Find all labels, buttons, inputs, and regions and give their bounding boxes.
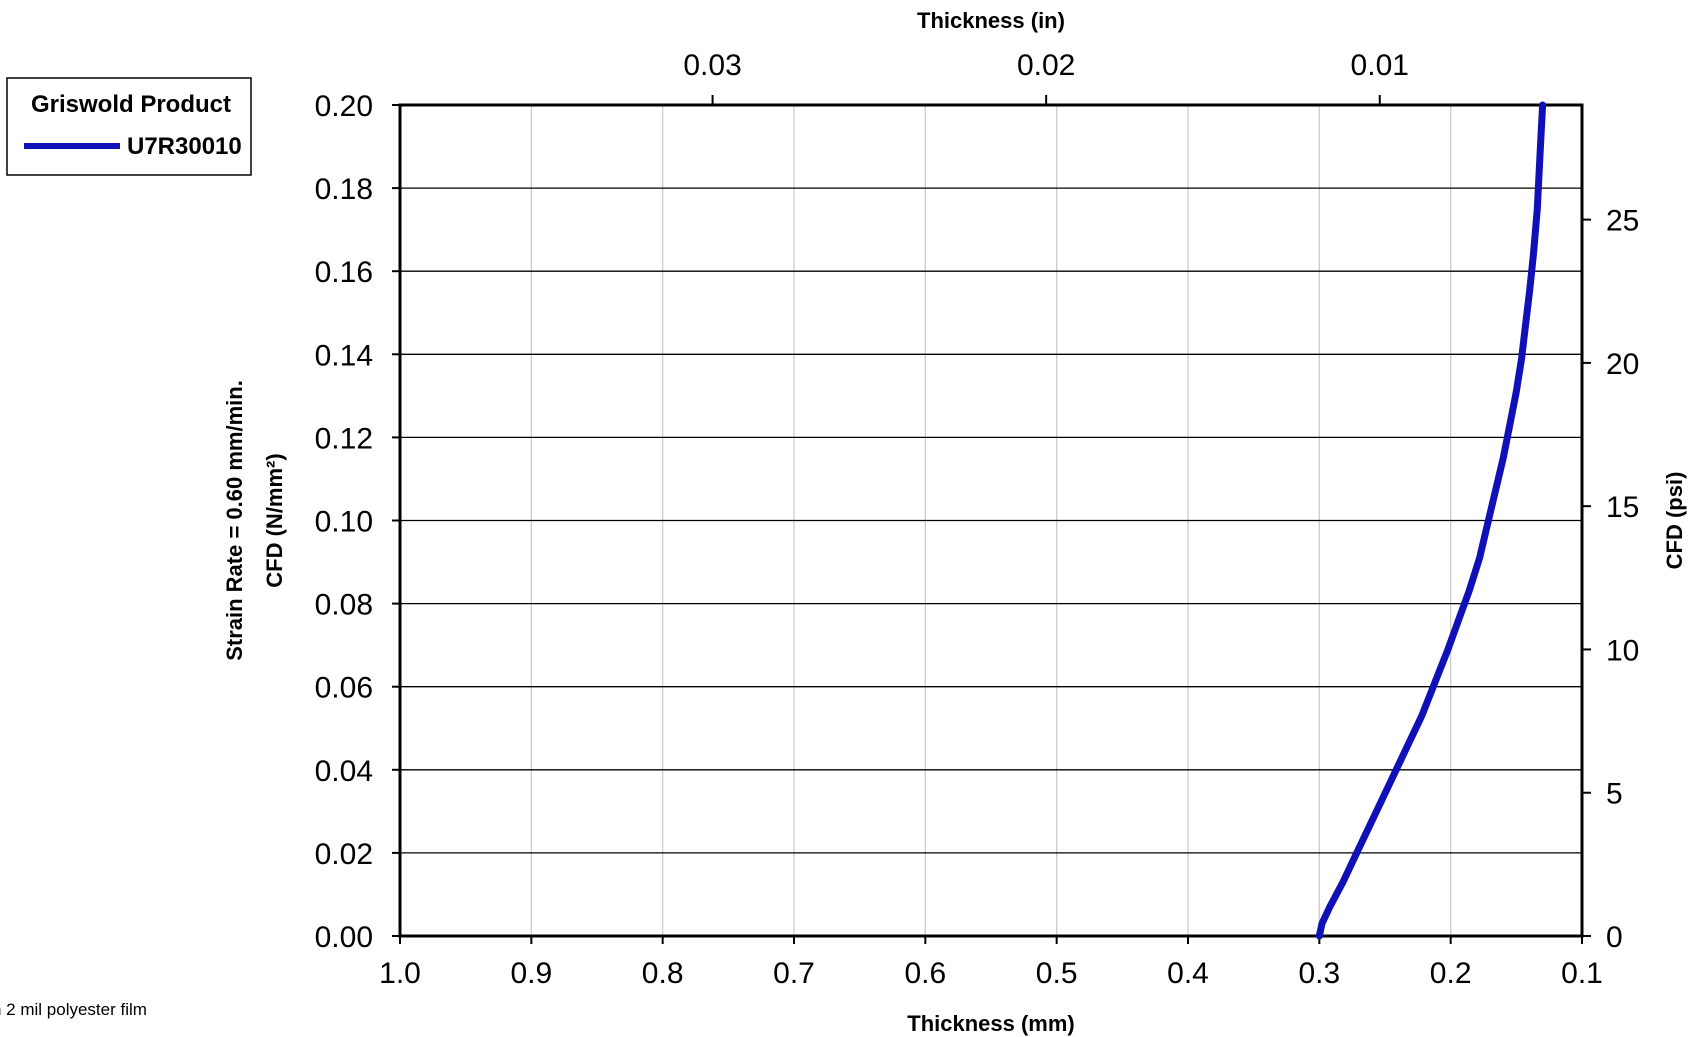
top-axis-title: Thickness (in) [917,8,1065,33]
y-tick-label: 0.14 [315,339,373,372]
x-tick-label: 1.0 [379,957,421,990]
series-layer [1315,101,1547,940]
x-tick-label: 0.5 [1036,957,1078,990]
x-tick-label: 0.3 [1298,957,1340,990]
grid-lines [400,105,1582,936]
top-tick-label: 0.02 [1017,49,1075,82]
series-line-u7r30010 [1315,101,1547,940]
x-tick-label: 0.1 [1561,957,1603,990]
right-tick-label: 0 [1606,921,1623,954]
y-tick-label: 0.00 [315,921,373,954]
legend-title: Griswold Product [31,91,231,118]
y-tick-label: 0.10 [315,506,373,539]
right-tick-label: 25 [1606,205,1639,238]
y-tick-label: 0.08 [315,589,373,622]
x-tick-label: 0.2 [1430,957,1472,990]
right-tick-label: 15 [1606,491,1639,524]
x-tick-label: 0.9 [510,957,552,990]
right-tick-label: 20 [1606,348,1639,381]
legend-box [6,77,252,176]
x-tick-label: 0.8 [642,957,684,990]
tick-labels: 1.0 0.9 0.8 0.7 0.6 0.5 0.4 0.3 0.2 0.1 0.00 0.02 0.… [315,49,1640,990]
x-tick-label: 0.6 [904,957,946,990]
y-tick-label: 0.04 [315,755,373,788]
axis-ticks [392,95,1591,944]
y-tick-label: 0.02 [315,838,373,871]
footnote: n 2 mil polyester film [0,1000,147,1019]
y-axis-title-cfd: CFD (N/mm²) [262,453,287,587]
legend: Griswold Product U7R30010 [6,77,252,176]
y-tick-label: 0.18 [315,173,373,206]
x-axis-title: Thickness (mm) [907,1011,1075,1036]
y-axis-title-strain-rate: Strain Rate = 0.60 mm/min. [222,380,247,661]
top-tick-label: 0.03 [683,49,741,82]
right-tick-label: 10 [1606,634,1639,667]
y-tick-label: 0.06 [315,672,373,705]
right-tick-label: 5 [1606,778,1623,811]
top-tick-label: 0.01 [1351,49,1409,82]
right-axis-title: CFD (psi) [1662,472,1687,570]
y-tick-label: 0.12 [315,422,373,455]
y-tick-label: 0.16 [315,256,373,289]
legend-entry-u7r30010: U7R30010 [127,133,242,160]
x-tick-label: 0.4 [1167,957,1209,990]
x-tick-label: 0.7 [773,957,815,990]
y-tick-label: 0.20 [315,90,373,123]
